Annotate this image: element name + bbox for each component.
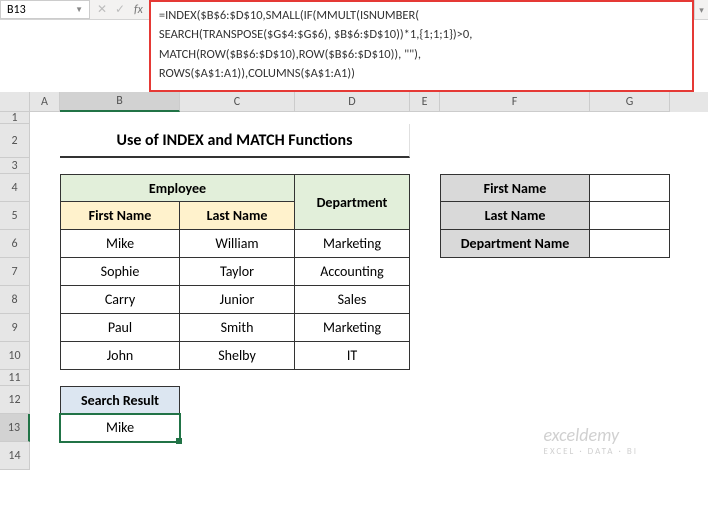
row-header-11[interactable]: 11 (0, 370, 30, 386)
col-header-G[interactable]: G (590, 92, 670, 112)
row-header-6[interactable]: 6 (0, 230, 30, 258)
side-firstname[interactable]: First Name (440, 174, 590, 202)
formula-line: =INDEX($B$6:$D$10,SMALL(IF(MMULT(ISNUMBE… (159, 6, 684, 25)
table-row[interactable]: Taylor (180, 258, 295, 286)
row-headers: 1234567891011121314 (0, 112, 30, 470)
watermark-sub: EXCEL · DATA · BI (544, 446, 638, 457)
table-row[interactable]: Junior (180, 286, 295, 314)
table-row[interactable]: Marketing (295, 314, 410, 342)
department-header[interactable]: Department (295, 174, 410, 230)
table-row[interactable]: Shelby (180, 342, 295, 370)
col-header-E[interactable]: E (410, 92, 440, 112)
table-row[interactable]: Sales (295, 286, 410, 314)
side-firstname-value[interactable] (590, 174, 670, 202)
search-result-header[interactable]: Search Result (60, 386, 180, 414)
table-row[interactable]: William (180, 230, 295, 258)
side-dept-value[interactable] (590, 230, 670, 258)
watermark-main: exceldemy (544, 424, 638, 446)
table-row[interactable]: IT (295, 342, 410, 370)
lastname-header[interactable]: Last Name (180, 202, 295, 230)
table-row[interactable]: Mike (60, 230, 180, 258)
row-header-12[interactable]: 12 (0, 386, 30, 414)
table-row[interactable]: Accounting (295, 258, 410, 286)
table-row[interactable]: Marketing (295, 230, 410, 258)
side-lastname-value[interactable] (590, 202, 670, 230)
table-row[interactable]: Paul (60, 314, 180, 342)
col-header-C[interactable]: C (180, 92, 295, 112)
table-row[interactable]: Smith (180, 314, 295, 342)
col-header-B[interactable]: B (60, 92, 180, 112)
formula-line: SEARCH(TRANSPOSE($G$4:$G$6), $B$6:$D$10)… (159, 25, 684, 44)
name-box-value: B13 (7, 3, 26, 17)
row-header-7[interactable]: 7 (0, 258, 30, 286)
enter-icon: ✓ (112, 2, 128, 17)
row-header-4[interactable]: 4 (0, 174, 30, 202)
column-headers: ABCDEFG (0, 92, 708, 112)
formula-bar[interactable]: =INDEX($B$6:$D$10,SMALL(IF(MMULT(ISNUMBE… (149, 0, 694, 92)
firstname-header[interactable]: First Name (60, 202, 180, 230)
page-title[interactable]: Use of INDEX and MATCH Functions (60, 124, 410, 158)
search-result-value[interactable]: Mike (60, 414, 180, 442)
watermark: exceldemy EXCEL · DATA · BI (544, 424, 638, 457)
side-lastname[interactable]: Last Name (440, 202, 590, 230)
col-header-A[interactable]: A (30, 92, 60, 112)
name-box-dropdown-icon[interactable]: ▼ (75, 5, 83, 15)
name-box[interactable]: B13 ▼ (0, 0, 90, 19)
spreadsheet-grid[interactable]: ABCDEFG 1234567891011121314 Use of INDEX… (0, 92, 708, 112)
formula-line: ROWS($A$1:A1)),COLUMNS($A$1:A1)) (159, 64, 684, 83)
table-row[interactable]: Carry (60, 286, 180, 314)
row-header-9[interactable]: 9 (0, 314, 30, 342)
table-row[interactable]: John (60, 342, 180, 370)
row-header-8[interactable]: 8 (0, 286, 30, 314)
row-header-14[interactable]: 14 (0, 442, 30, 470)
col-header-F[interactable]: F (440, 92, 590, 112)
col-header-D[interactable]: D (295, 92, 410, 112)
row-header-10[interactable]: 10 (0, 342, 30, 370)
select-all-corner[interactable] (0, 92, 30, 112)
formula-expand-icon[interactable]: ▾ (694, 0, 708, 20)
side-dept[interactable]: Department Name (440, 230, 590, 258)
cancel-icon: ✕ (94, 2, 110, 17)
fx-icon[interactable]: fx (132, 0, 149, 19)
row-header-2[interactable]: 2 (0, 124, 30, 158)
formula-buttons: ✕ ✓ (90, 0, 132, 19)
table-row[interactable]: Sophie (60, 258, 180, 286)
row-header-1[interactable]: 1 (0, 112, 30, 124)
row-header-13[interactable]: 13 (0, 414, 30, 442)
formula-line: MATCH(ROW($B$6:$D$10),ROW($B$6:$D$10)), … (159, 45, 684, 64)
row-header-3[interactable]: 3 (0, 158, 30, 174)
row-header-5[interactable]: 5 (0, 202, 30, 230)
employee-header[interactable]: Employee (60, 174, 295, 202)
